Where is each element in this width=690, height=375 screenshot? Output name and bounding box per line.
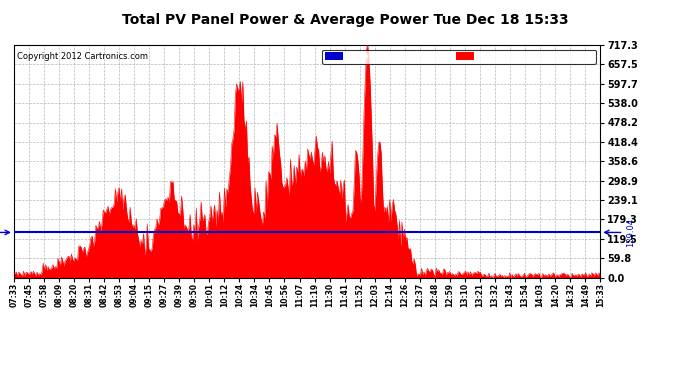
Text: Copyright 2012 Cartronics.com: Copyright 2012 Cartronics.com — [17, 52, 148, 61]
Text: 139.04: 139.04 — [604, 218, 635, 247]
Legend: Average  (DC Watts), PV Panels  (DC Watts): Average (DC Watts), PV Panels (DC Watts) — [322, 50, 595, 64]
Text: Total PV Panel Power & Average Power Tue Dec 18 15:33: Total PV Panel Power & Average Power Tue… — [121, 13, 569, 27]
Text: 139.04: 139.04 — [0, 218, 10, 247]
